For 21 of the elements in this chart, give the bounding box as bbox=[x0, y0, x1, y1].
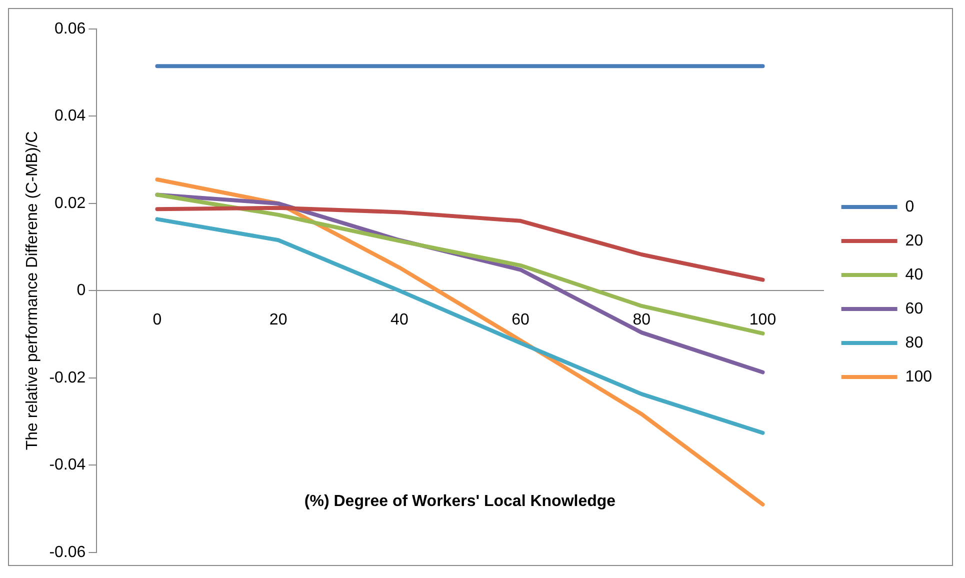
y-axis-title: The relative performance Differene (C-MB)/C bbox=[24, 131, 42, 450]
y-tick-label: -0.04 bbox=[49, 456, 86, 474]
x-tick-label: 80 bbox=[632, 312, 651, 329]
x-tick-label: 20 bbox=[269, 312, 288, 329]
x-tick-label: 60 bbox=[512, 312, 530, 329]
legend-label: 20 bbox=[905, 232, 924, 250]
y-tick-label: -0.02 bbox=[49, 369, 86, 386]
y-tick-label: 0 bbox=[76, 282, 86, 300]
x-tick-label: 40 bbox=[390, 312, 408, 329]
y-tick-label: 0.04 bbox=[54, 108, 86, 125]
legend-label: 60 bbox=[905, 300, 924, 318]
x-axis-title: (%) Degree of Workers' Local Knowledge bbox=[304, 492, 616, 510]
x-tick-label: 100 bbox=[749, 312, 776, 329]
y-tick-label: 0.06 bbox=[54, 20, 86, 38]
legend-label: 80 bbox=[905, 334, 924, 352]
x-tick-label: 0 bbox=[152, 312, 162, 329]
legend-label: 0 bbox=[905, 198, 914, 216]
legend-label: 100 bbox=[905, 368, 932, 386]
y-tick-label: -0.06 bbox=[49, 544, 86, 561]
legend-label: 40 bbox=[905, 266, 924, 284]
y-tick-label: 0.02 bbox=[54, 194, 86, 212]
